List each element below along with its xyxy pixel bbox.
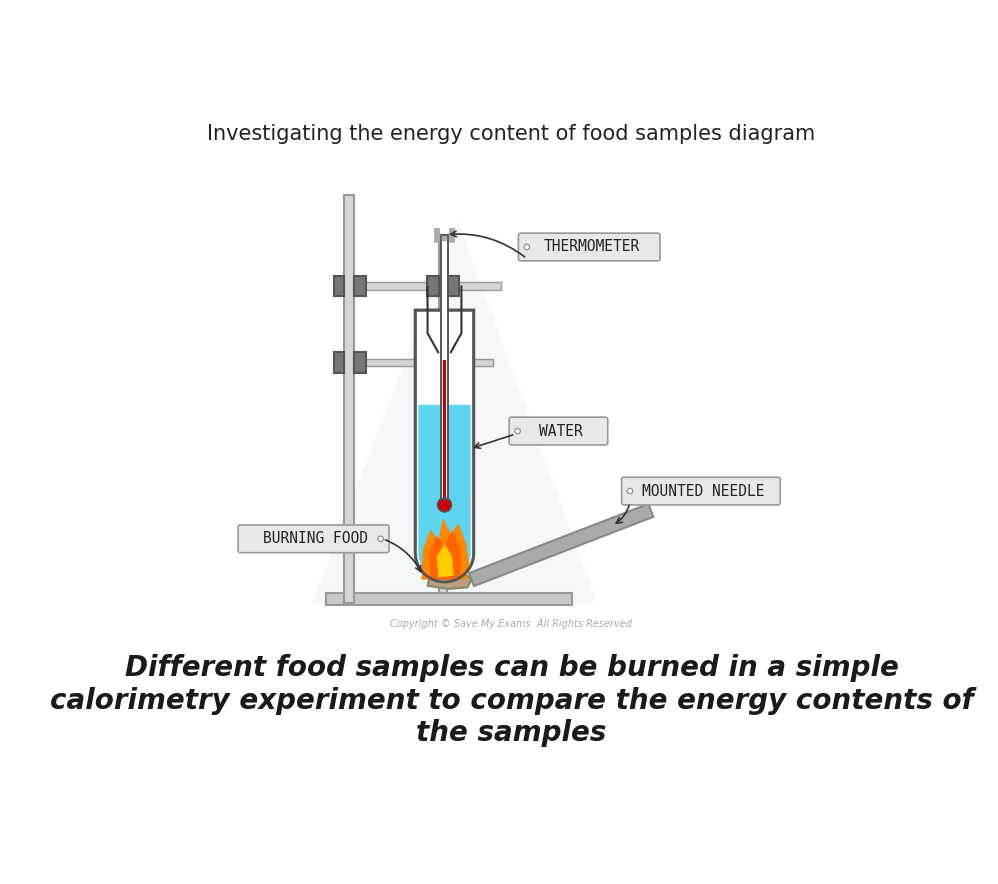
- Text: the samples: the samples: [416, 719, 607, 747]
- FancyBboxPatch shape: [509, 417, 608, 445]
- Bar: [353, 353, 366, 372]
- Bar: [353, 276, 366, 296]
- Bar: [427, 276, 439, 296]
- Polygon shape: [418, 405, 471, 579]
- Circle shape: [437, 498, 451, 512]
- Text: Different food samples can be burned in a simple: Different food samples can be burned in …: [125, 654, 898, 682]
- Circle shape: [628, 488, 633, 494]
- Bar: [353, 359, 439, 366]
- Text: Investigating the energy content of food samples diagram: Investigating the energy content of food…: [208, 124, 815, 144]
- FancyBboxPatch shape: [239, 525, 389, 552]
- Bar: [443, 360, 446, 499]
- Text: MOUNTED NEEDLE: MOUNTED NEEDLE: [642, 484, 764, 499]
- Circle shape: [524, 244, 530, 249]
- Bar: [447, 359, 493, 366]
- Polygon shape: [437, 544, 454, 577]
- Text: calorimetry experiment to compare the energy contents of: calorimetry experiment to compare the en…: [50, 687, 973, 714]
- Bar: [441, 235, 448, 499]
- Bar: [447, 282, 501, 290]
- Polygon shape: [429, 531, 461, 580]
- Circle shape: [378, 536, 383, 542]
- Text: WATER: WATER: [539, 423, 583, 438]
- Bar: [344, 194, 353, 603]
- Polygon shape: [469, 504, 654, 586]
- Bar: [353, 282, 439, 290]
- Polygon shape: [427, 568, 471, 589]
- Circle shape: [515, 429, 520, 434]
- Bar: [447, 276, 459, 296]
- FancyBboxPatch shape: [518, 233, 660, 261]
- Text: THERMOMETER: THERMOMETER: [544, 240, 640, 255]
- Bar: [333, 276, 344, 296]
- Polygon shape: [421, 518, 469, 580]
- Text: BURNING FOOD: BURNING FOOD: [263, 531, 368, 546]
- Text: Copyright © Save My Exams. All Rights Reserved: Copyright © Save My Exams. All Rights Re…: [390, 619, 633, 629]
- Bar: [326, 592, 572, 605]
- Polygon shape: [415, 310, 474, 582]
- FancyBboxPatch shape: [622, 477, 780, 505]
- Bar: [333, 353, 344, 372]
- Bar: [439, 235, 447, 592]
- Bar: [441, 235, 448, 499]
- Polygon shape: [312, 222, 597, 603]
- Bar: [447, 353, 459, 372]
- Bar: [427, 353, 439, 372]
